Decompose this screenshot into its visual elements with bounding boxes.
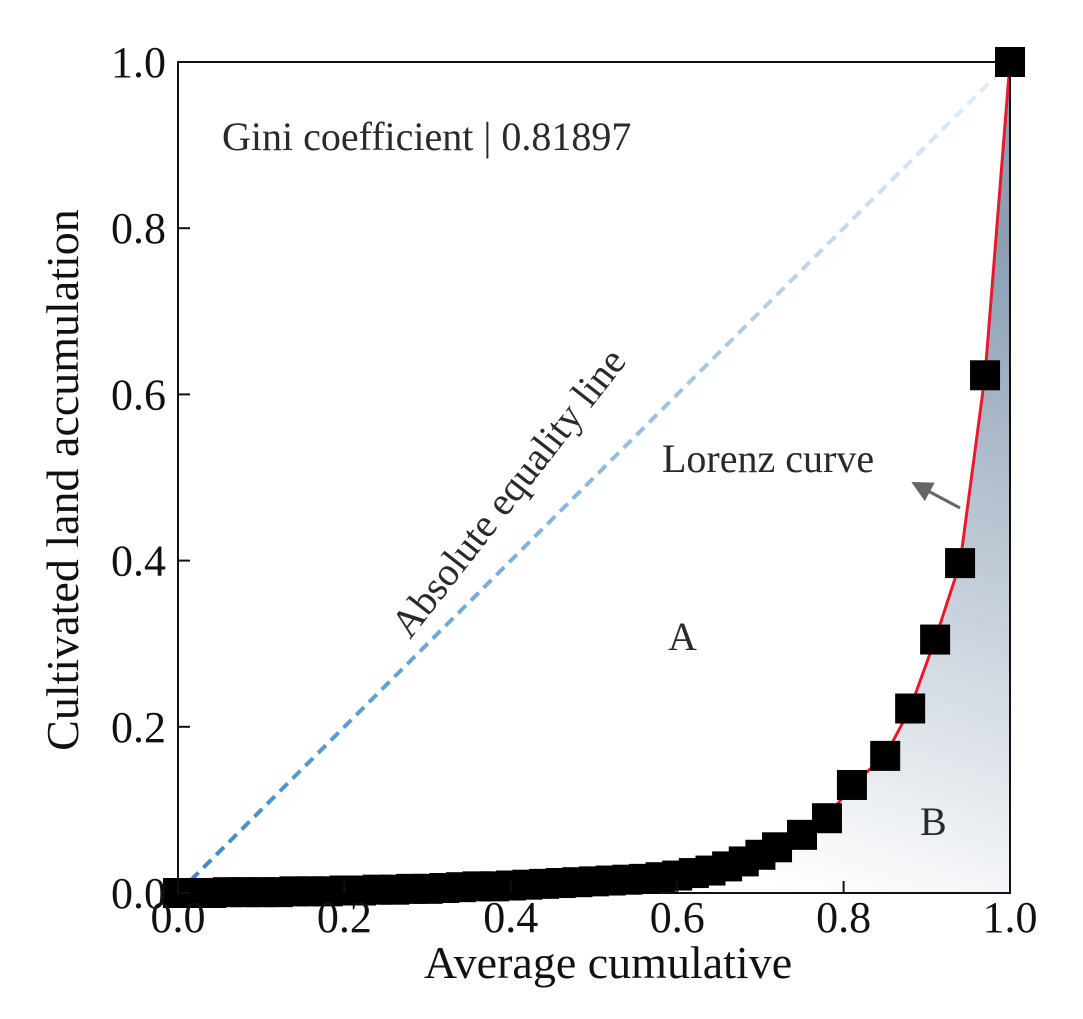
marker-layer [163,47,1025,908]
y-axis-title: Cultivated land accumulation [37,209,88,751]
y-tick-label: 0.4 [111,537,166,586]
y-tick-label: 0.8 [111,204,166,253]
x-tick-label: 0.2 [317,893,372,942]
x-tick-label: 0.6 [650,893,705,942]
lorenz-curve-label: Lorenz curve [662,436,874,481]
region-b-label: B [920,799,947,844]
x-tick-label: 0.8 [816,893,871,942]
region-a-label: A [668,614,697,659]
x-tick-label: 1.0 [983,893,1038,942]
data-point [995,47,1025,77]
y-tick-label: 0.6 [111,370,166,419]
data-point [970,360,1001,391]
equality-line-layer [176,60,1012,895]
x-tick-label: 0.4 [483,893,538,942]
tick-layer: 0.0 0.2 0.4 0.6 0.8 1.0 0.0 0.2 0.4 0.6 0.8 1.0 [111,38,1038,942]
lorenz-arrow [911,482,961,510]
area-b-fill [178,62,1010,893]
x-tick-label: 0.0 [151,893,206,942]
data-point [920,624,951,655]
data-point [836,769,867,800]
data-point [895,693,926,724]
equality-line [176,60,1012,895]
data-point [870,740,901,771]
data-point [945,548,976,579]
gini-coefficient-label: Gini coefficient | 0.81897 [222,114,631,159]
y-tick-label: 1.0 [111,38,166,87]
area-b [178,62,1010,893]
data-point [811,803,842,834]
equality-line-label: Absolute equality line [382,339,635,645]
y-tick-label: 0.0 [111,869,166,918]
x-axis-title: Average cumulative [424,937,792,988]
y-tick-label: 0.2 [111,703,166,752]
